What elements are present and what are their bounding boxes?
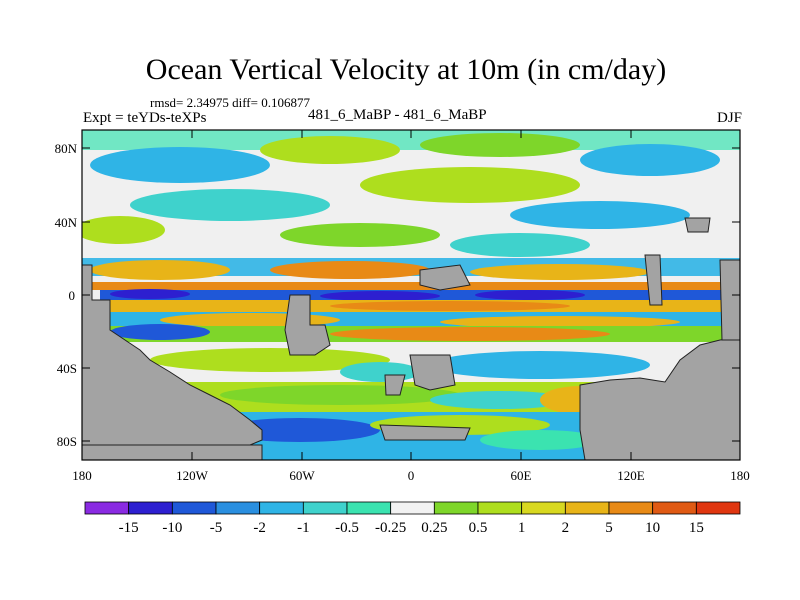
- field-patch: [110, 324, 210, 340]
- lon-label-120e: 120E: [617, 468, 645, 483]
- lon-label-0: 0: [408, 468, 415, 483]
- lon-ticks: [81, 130, 741, 460]
- land-eastern-block: [719, 259, 740, 341]
- experiment-label: Expt = teYDs-teXPs: [83, 110, 207, 126]
- colorbar-label: -2: [253, 520, 266, 536]
- colorbar: -15 -10 -5 -2 -1 -0.5 -0.25 0.25 0.5 1 2 5 10 15: [84, 501, 741, 536]
- colorbar-label: 10: [645, 520, 660, 536]
- lon-label-120w: 120W: [176, 468, 209, 483]
- stats-text: rmsd= 2.34975 diff= 0.106877: [150, 95, 310, 110]
- field-patch: [270, 261, 430, 279]
- lat-label-40s: 40S: [57, 361, 77, 376]
- colorbar-swatch: [652, 501, 697, 515]
- field-patch: [82, 216, 165, 244]
- field-patch: [475, 290, 585, 300]
- land-andes-block: [284, 294, 331, 356]
- land-japan: [684, 217, 711, 233]
- field-patch: [90, 260, 230, 280]
- land-indonesia: [644, 254, 663, 306]
- season-label: DJF: [716, 110, 742, 126]
- field-patch: [470, 264, 650, 280]
- field-patch: [280, 223, 440, 247]
- land-americas-west: [82, 264, 263, 446]
- colorbar-swatch: [433, 501, 479, 515]
- colorbar-swatch: [171, 501, 217, 515]
- colorbar-swatch: [695, 501, 741, 515]
- colorbar-label: 5: [605, 520, 613, 536]
- colorbar-label: -15: [119, 520, 139, 536]
- land-bottom-strip: [82, 444, 263, 460]
- land-south-island: [384, 374, 406, 396]
- field-patch: [580, 144, 720, 176]
- lat-label-80n: 80N: [55, 141, 78, 156]
- colorbar-label: 0.25: [421, 520, 447, 536]
- field-patch: [450, 233, 590, 257]
- field-patch: [110, 289, 190, 299]
- colorbar-label: -1: [297, 520, 310, 536]
- field-patch: [130, 189, 330, 221]
- lon-labels: 180 120W 60W 0 60E 120E 180: [72, 468, 750, 483]
- lat-label-40n: 40N: [55, 215, 78, 230]
- colorbar-label: 15: [689, 520, 704, 536]
- lon-label-180e: 180: [730, 468, 750, 483]
- colorbar-label: -10: [162, 520, 182, 536]
- lat-labels: 80N 40N 0 40S 80S: [55, 141, 78, 449]
- field-patch: [260, 136, 400, 164]
- colorbar-swatch: [302, 501, 348, 515]
- runs-label: 481_6_MaBP - 481_6_MaBP: [308, 107, 487, 123]
- lat-ticks: [82, 147, 740, 442]
- field-patch: [360, 167, 580, 203]
- field-patch: [440, 316, 680, 328]
- map-field: [82, 130, 740, 460]
- colorbar-label: -0.5: [335, 520, 359, 536]
- field-band: [82, 282, 740, 290]
- field-patch: [340, 362, 420, 382]
- colorbar-swatch: [608, 501, 654, 515]
- colorbar-swatch: [477, 501, 523, 515]
- field-patch: [150, 348, 390, 372]
- field-patch: [430, 351, 650, 379]
- field-patch: [330, 327, 610, 341]
- land-masses: [82, 217, 740, 460]
- colorbar-label: 1: [518, 520, 526, 536]
- land-africa-sector: [409, 354, 456, 391]
- field-patch: [90, 147, 270, 183]
- lon-label-180w: 180: [72, 468, 92, 483]
- lat-label-0: 0: [69, 288, 76, 303]
- colorbar-swatch: [259, 501, 304, 515]
- colorbar-swatch: [84, 501, 130, 515]
- colorbar-swatch: [390, 501, 435, 515]
- land-antarctic-shelf: [379, 424, 471, 441]
- field-patch: [480, 430, 600, 450]
- colorbar-swatch: [521, 501, 566, 515]
- lon-label-60e: 60E: [511, 468, 532, 483]
- colorbar-swatch: [215, 501, 261, 515]
- colorbar-label: 2: [562, 520, 570, 536]
- land-north-africa-edge: [419, 264, 471, 291]
- land-australia: [579, 337, 740, 460]
- field-patch: [510, 201, 690, 229]
- colorbar-swatch: [346, 501, 392, 515]
- lat-label-80s: 80S: [57, 434, 77, 449]
- colorbar-swatch: [564, 501, 610, 515]
- colorbar-label: -5: [210, 520, 223, 536]
- colorbar-swatch: [128, 501, 173, 515]
- field-patch: [320, 291, 440, 301]
- colorbar-label: 0.5: [469, 520, 488, 536]
- plot-title: Ocean Vertical Velocity at 10m (in cm/da…: [145, 53, 667, 86]
- field-patch: [420, 133, 580, 157]
- lon-label-60w: 60W: [289, 468, 315, 483]
- field-patch: [330, 301, 570, 311]
- colorbar-label: -0.25: [375, 520, 406, 536]
- field-patch: [430, 391, 570, 409]
